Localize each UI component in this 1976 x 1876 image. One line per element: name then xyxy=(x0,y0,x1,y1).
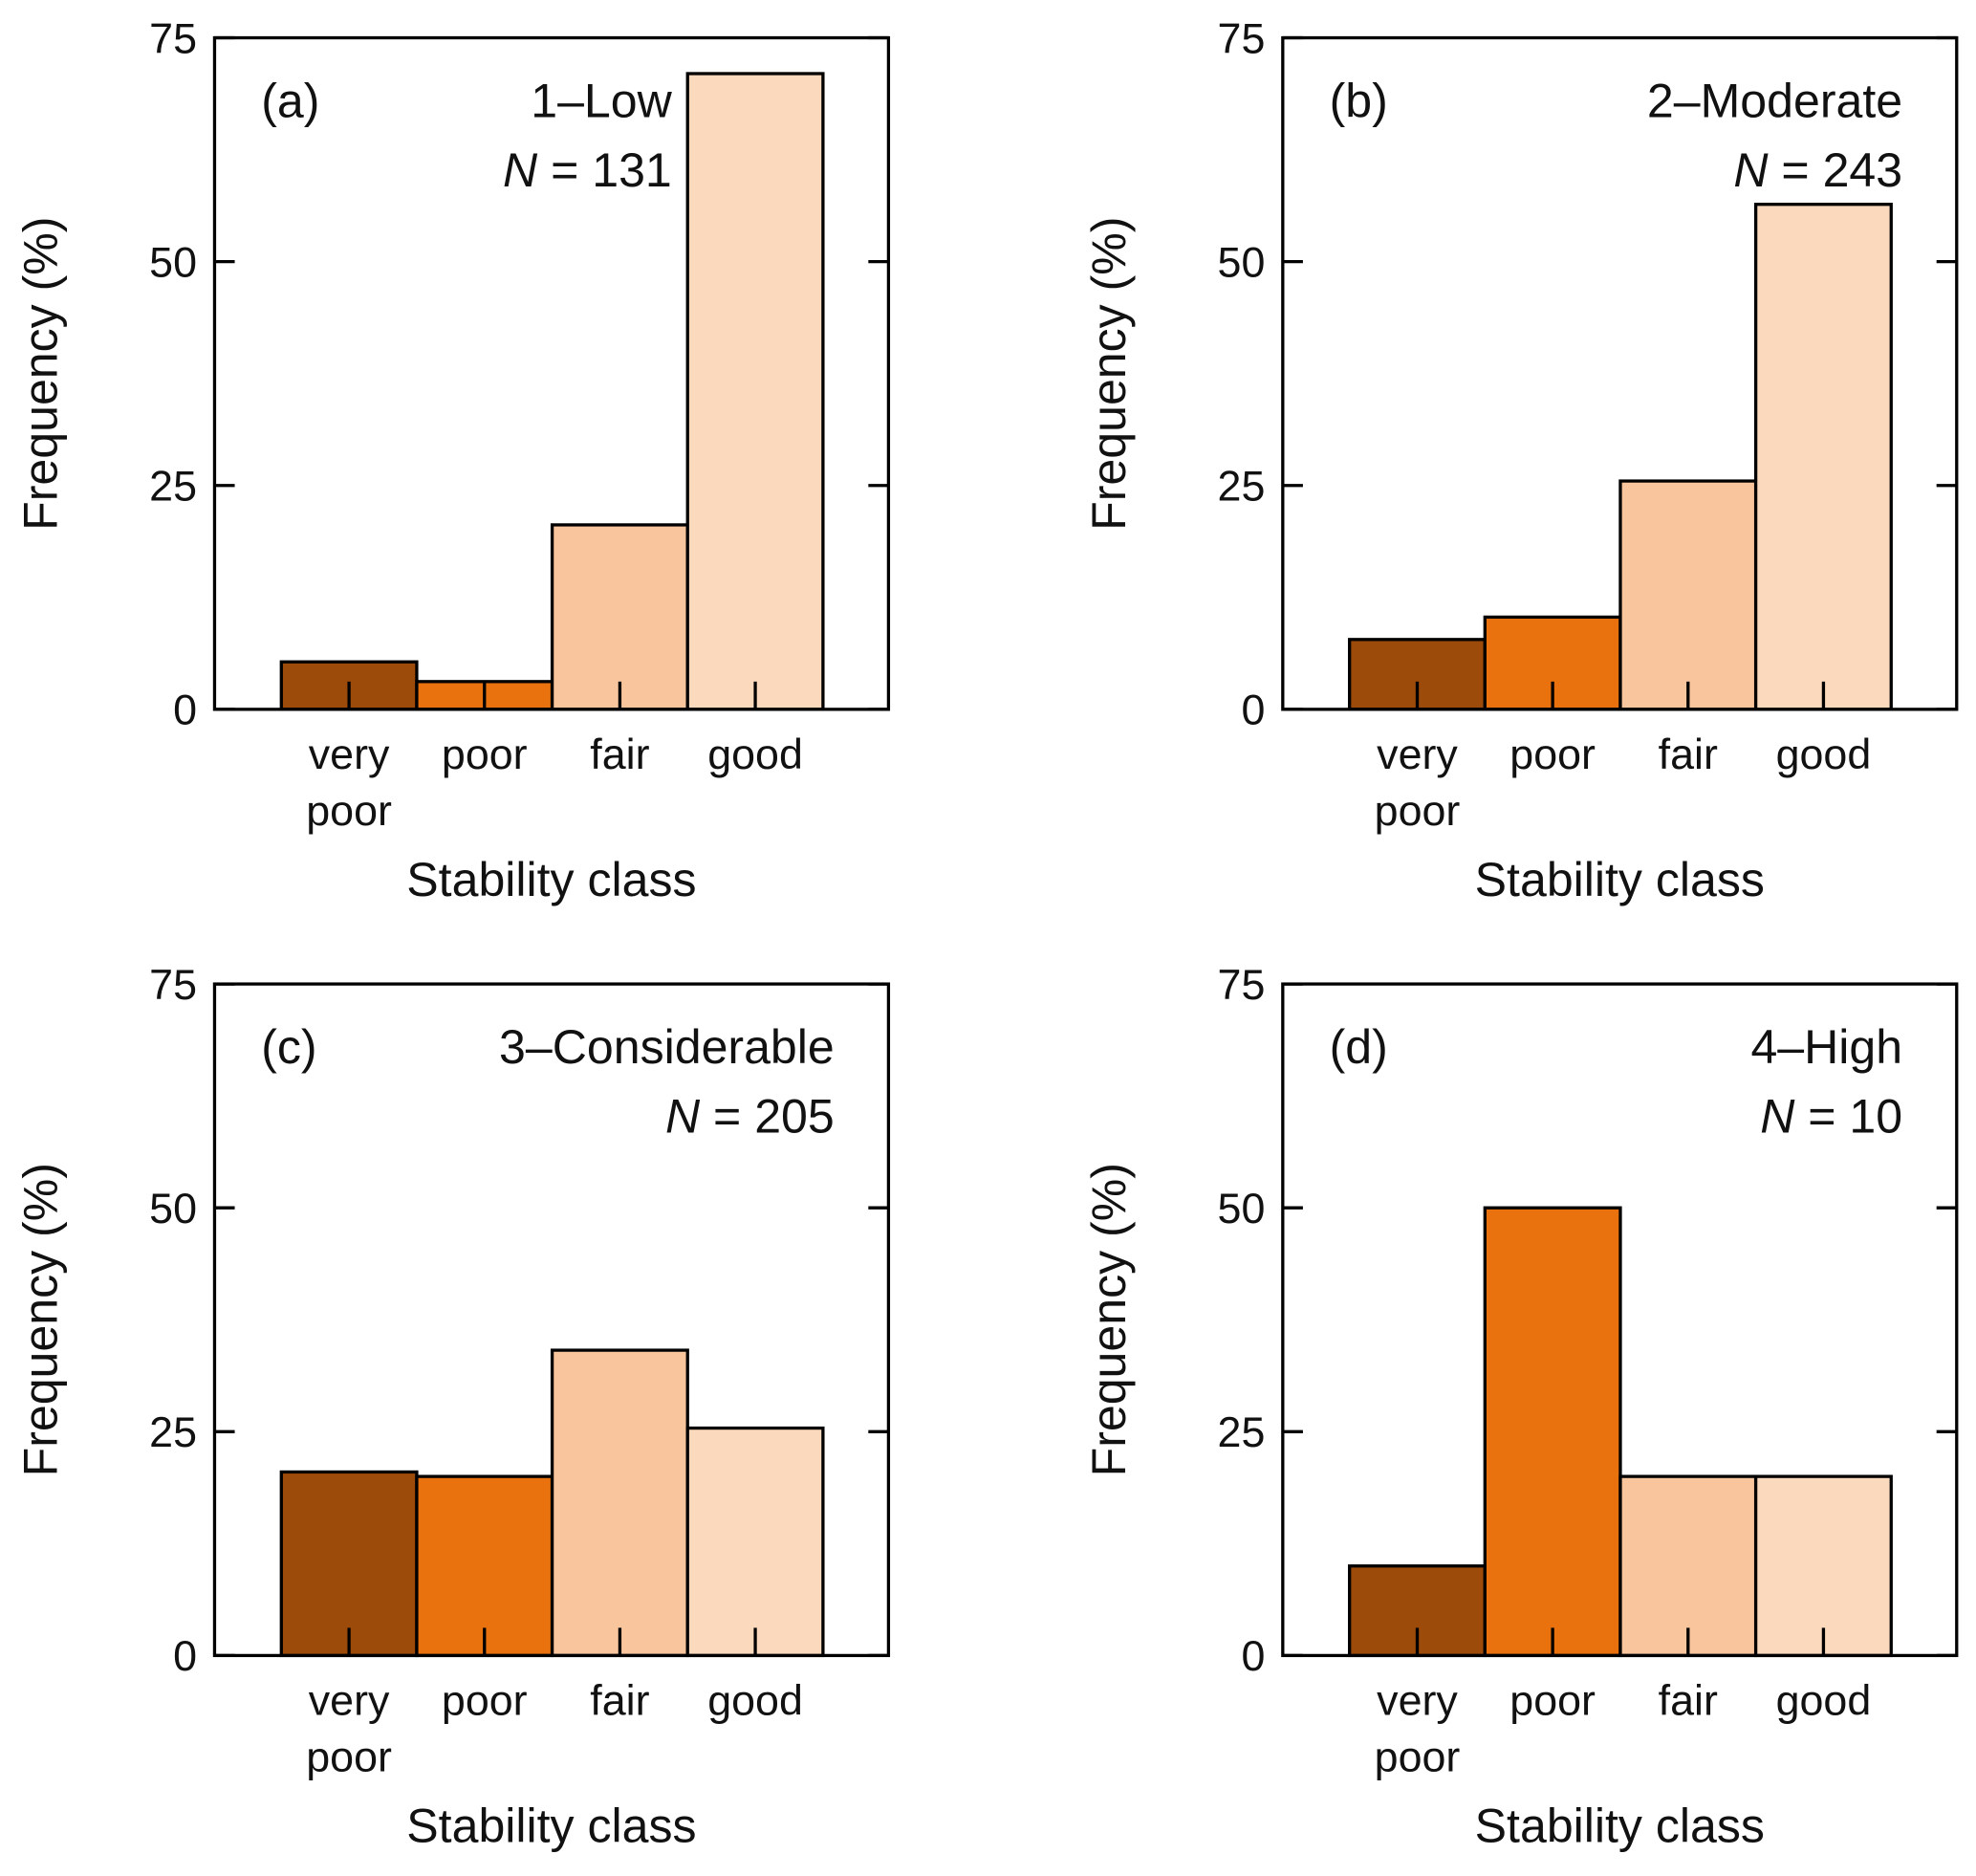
y-tick-label: 0 xyxy=(1241,1632,1265,1680)
x-tick-label: fair xyxy=(1659,1676,1718,1724)
bar-2 xyxy=(550,1348,689,1658)
x-tick-label: good xyxy=(707,1676,803,1724)
y-tick-label: 50 xyxy=(1218,1185,1266,1232)
y-axis-label: Frequency (%) xyxy=(14,1163,68,1476)
x-tick-label: good xyxy=(1776,731,1872,778)
n-value: = 205 xyxy=(700,1090,835,1144)
plot-frame xyxy=(1281,35,1959,711)
x-tick-label: poor xyxy=(306,787,392,835)
panel-c: very poor poor fair good 0 25 50 75 Stability cla… xyxy=(14,961,891,1852)
bar-3 xyxy=(685,1426,825,1658)
x-tick-label: fair xyxy=(590,731,649,778)
y-axis-label: Frequency (%) xyxy=(1082,217,1136,531)
panel-title: 2–Moderate xyxy=(1647,75,1902,128)
bar-2 xyxy=(1618,479,1758,711)
y-tick-label: 25 xyxy=(149,1408,197,1456)
y-tick-label: 0 xyxy=(173,1632,197,1680)
bar-2 xyxy=(550,523,689,711)
y-tick-label: 25 xyxy=(149,463,197,511)
n-value: = 10 xyxy=(1794,1090,1902,1144)
x-tick-label: poor xyxy=(1375,1734,1461,1781)
x-axis-label: Stability class xyxy=(406,853,696,906)
panel-label: (b) xyxy=(1330,75,1388,128)
bar-1 xyxy=(1483,1206,1622,1658)
x-tick-label: fair xyxy=(1659,731,1718,778)
y-tick-label: 75 xyxy=(1218,961,1266,1009)
y-tick-label: 25 xyxy=(1218,463,1266,511)
x-tick-label: very xyxy=(1377,1676,1458,1724)
x-axis-label: Stability class xyxy=(1475,1799,1765,1852)
x-tick-label: poor xyxy=(306,1734,392,1781)
y-tick-label: 50 xyxy=(149,238,197,286)
panel-label: (a) xyxy=(261,75,319,128)
plot-frame xyxy=(212,35,891,711)
bar-1 xyxy=(415,1474,554,1658)
plot-frame xyxy=(212,982,891,1658)
sample-size: N = 10 xyxy=(1760,1090,1902,1144)
y-axis-label: Frequency (%) xyxy=(1082,1163,1136,1476)
sample-size: N = 205 xyxy=(665,1090,835,1144)
y-tick-label: 25 xyxy=(1218,1408,1266,1456)
y-tick-label: 0 xyxy=(173,687,197,734)
panel-label: (d) xyxy=(1330,1020,1388,1074)
x-tick-label: poor xyxy=(1375,787,1461,835)
bar-2 xyxy=(1618,1474,1758,1658)
x-tick-label: very xyxy=(1377,731,1458,778)
panel-label: (c) xyxy=(261,1020,316,1074)
panel-b: very poor poor fair good 0 25 50 75 Stability cla… xyxy=(1082,14,1959,906)
panel-title: 4–High xyxy=(1750,1020,1902,1074)
x-tick-label: poor xyxy=(1509,1676,1596,1724)
x-tick-label: good xyxy=(707,731,803,778)
n-value: = 131 xyxy=(537,143,672,197)
y-axis-label: Frequency (%) xyxy=(14,217,68,531)
y-tick-label: 50 xyxy=(149,1185,197,1232)
n-value: = 243 xyxy=(1769,143,1903,197)
y-tick-label: 0 xyxy=(1241,687,1265,734)
sample-size: N = 131 xyxy=(503,143,672,197)
bar-3 xyxy=(685,72,825,711)
x-axis-label: Stability class xyxy=(406,1799,696,1852)
panel-title: 3–Considerable xyxy=(499,1020,835,1074)
x-axis-label: Stability class xyxy=(1475,853,1765,906)
x-tick-label: good xyxy=(1776,1676,1872,1724)
y-tick-label: 75 xyxy=(149,961,197,1009)
plot-frame xyxy=(1281,982,1959,1658)
n-symbol: N xyxy=(1760,1090,1795,1144)
n-symbol: N xyxy=(1733,143,1769,197)
sample-size: N = 243 xyxy=(1733,143,1902,197)
bar-3 xyxy=(1753,1474,1893,1658)
n-symbol: N xyxy=(503,143,538,197)
panel-a: very poor poor fair good 0 25 50 75 Stability cla… xyxy=(14,14,891,906)
panel-title: 1–Low xyxy=(531,75,672,128)
x-tick-label: poor xyxy=(1509,731,1596,778)
panel-d: very poor poor fair good 0 25 50 75 Stability cla… xyxy=(1082,961,1959,1852)
n-symbol: N xyxy=(665,1090,701,1144)
bar-3 xyxy=(1753,203,1893,711)
y-tick-label: 50 xyxy=(1218,238,1266,286)
y-tick-label: 75 xyxy=(1218,14,1266,62)
x-tick-label: poor xyxy=(442,1676,528,1724)
x-tick-label: very xyxy=(309,1676,390,1724)
y-tick-label: 75 xyxy=(149,14,197,62)
x-tick-label: fair xyxy=(590,1676,649,1724)
bar-0 xyxy=(279,1470,419,1658)
x-tick-label: very xyxy=(309,731,390,778)
x-tick-label: poor xyxy=(442,731,528,778)
